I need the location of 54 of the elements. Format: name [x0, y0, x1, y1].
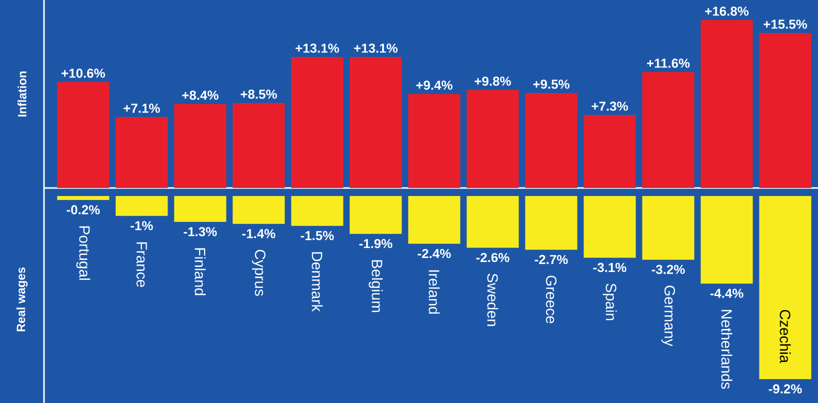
bar — [350, 56, 402, 188]
data-label: -0.2% — [66, 205, 100, 214]
bar — [174, 104, 226, 188]
bar — [408, 94, 460, 188]
bar — [642, 72, 694, 188]
data-label: -3.1% — [593, 262, 626, 272]
data-label: +16.8% — [705, 6, 749, 16]
bar — [291, 56, 344, 188]
x-tick-label: Sweden — [487, 274, 498, 326]
x-tick-label: Spain — [602, 284, 617, 320]
x-tick-label: Finland — [194, 248, 206, 296]
data-label: -1.9% — [359, 239, 392, 248]
bar — [700, 20, 753, 188]
y-axis-title: Real wages — [16, 267, 28, 332]
bar — [584, 114, 636, 188]
data-label: -1.3% — [184, 227, 217, 236]
data-label: +7.3% — [592, 102, 628, 111]
x-tick-label: Greece — [546, 276, 557, 324]
bar — [759, 32, 812, 188]
bar — [466, 90, 519, 188]
bar — [232, 102, 285, 188]
x-tick-label: Ireland — [428, 270, 440, 314]
data-label: -3.2% — [652, 264, 685, 274]
x-tick-label: Germany — [661, 286, 676, 346]
x-tick-label: Cyprus — [252, 250, 266, 296]
data-label: -1.4% — [242, 229, 276, 238]
data-label: +8.4% — [182, 90, 218, 100]
data-label: -2.7% — [534, 254, 568, 264]
data-label: +9.4% — [416, 80, 452, 90]
bar — [57, 82, 110, 188]
x-tick-label: Czechia — [780, 310, 791, 364]
data-label: +10.6% — [62, 68, 105, 78]
x-tick-label: Netherlands — [721, 310, 732, 389]
data-label: -1% — [130, 221, 153, 230]
data-label: -9.2% — [768, 384, 802, 394]
x-tick-label: Portugal — [76, 226, 90, 280]
data-label: -2.4% — [418, 248, 451, 258]
data-label: +13.1% — [296, 44, 340, 53]
bar — [116, 116, 168, 188]
data-label: -4.4% — [710, 288, 744, 298]
bar — [525, 92, 578, 188]
y-axis-title: Inflation — [18, 71, 26, 116]
data-label: -2.6% — [476, 252, 510, 262]
x-tick-label: France — [136, 242, 147, 287]
x-tick-label: Denmark — [312, 252, 323, 312]
data-label: +8.5% — [240, 90, 277, 99]
data-label: +9.5% — [533, 80, 570, 89]
data-label: +9.8% — [474, 76, 511, 86]
data-label: +15.5% — [764, 20, 808, 29]
data-label: +11.6% — [647, 58, 690, 68]
data-label: +13.1% — [354, 44, 398, 53]
x-tick-label: Belgium — [368, 260, 383, 312]
data-label: +7.1% — [124, 104, 160, 113]
data-label: -1.5% — [300, 231, 334, 240]
